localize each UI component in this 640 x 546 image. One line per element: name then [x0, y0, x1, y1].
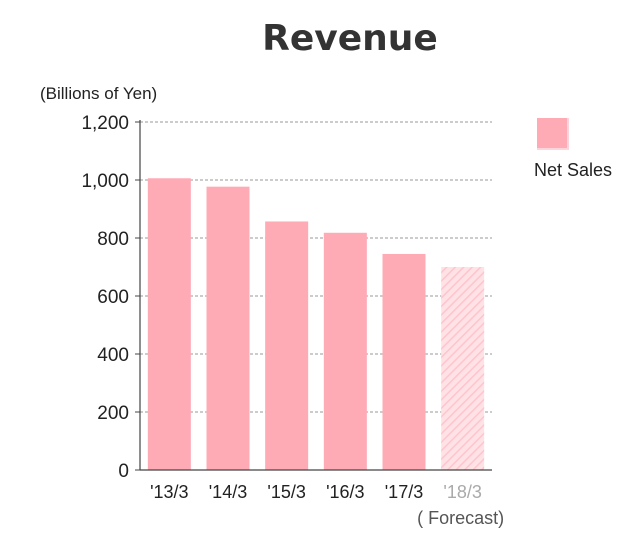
- bar--14-3: [206, 186, 250, 471]
- x-tick-label: '15/3: [267, 482, 305, 502]
- x-tick-label: '17/3: [385, 482, 423, 502]
- legend-swatch-net-sales: [537, 118, 569, 150]
- bar--15-3: [265, 221, 309, 470]
- y-tick-label: 0: [118, 461, 129, 482]
- y-tick-label: 800: [97, 229, 129, 250]
- x-tick-label: '13/3: [150, 482, 188, 502]
- chart-title: Revenue: [262, 18, 438, 59]
- axes: [135, 120, 492, 471]
- bar--13-3: [147, 178, 191, 470]
- y-tick-label: 1,000: [81, 171, 129, 192]
- bar--18-3: [441, 267, 485, 470]
- legend-label-net-sales: Net Sales: [534, 160, 613, 180]
- x-tick-label: '14/3: [209, 482, 247, 502]
- bars: [147, 178, 485, 471]
- y-tick-label: 200: [97, 403, 129, 424]
- y-tick-label: 600: [97, 287, 129, 308]
- x-tick-label: '18/3: [443, 482, 481, 502]
- bar--16-3: [323, 232, 367, 470]
- y-tick-label: 400: [97, 345, 129, 366]
- y-tick-label: 1,200: [81, 113, 129, 134]
- tick-labels: 0 200 400 600 800 1,000 1,200 '13/3 '14/3 '15/3 '1…: [81, 113, 504, 528]
- gridlines: [140, 121, 492, 413]
- x-tick-label: '16/3: [326, 482, 364, 502]
- bar--17-3: [382, 253, 426, 470]
- x-tick-note: ( Forecast): [417, 508, 504, 528]
- y-axis-unit-label: (Billions of Yen): [40, 84, 158, 103]
